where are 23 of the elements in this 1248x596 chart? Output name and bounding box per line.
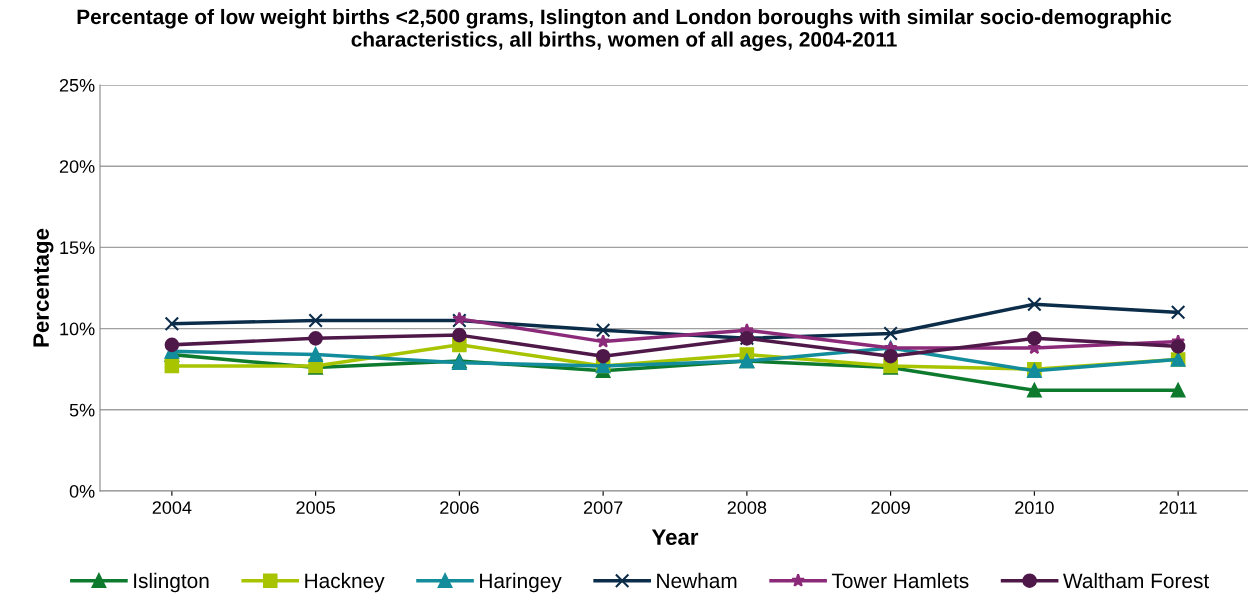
y-tick-label: 10% — [60, 322, 95, 336]
y-tick-label: 0% — [69, 484, 95, 498]
legend-label: Waltham Forest — [1063, 572, 1210, 589]
x-tick-label: 2009 — [871, 501, 910, 514]
x-tick-label: 2004 — [152, 501, 192, 514]
x-tick-label: 2008 — [727, 501, 767, 514]
y-tick-label: 20% — [59, 160, 95, 173]
legend-label: Tower Hamlets — [831, 572, 969, 589]
y-tick-label: 5% — [69, 403, 95, 417]
y-tick-label: 15% — [60, 241, 95, 255]
legend-label: Islington — [134, 572, 209, 593]
legend-label: Hackney — [305, 572, 385, 593]
chart-title: Percentage of low weight births <2,500 grams, Islington and London boroughs with similar socio-demographic characteristics, all births, women of all ages, 2004-2011 — [77, 8, 1172, 51]
x-tick-label: 2010 — [1015, 501, 1054, 514]
y-axis-title: Percentage — [33, 228, 54, 347]
legend-label: Newham — [657, 572, 737, 589]
x-tick-label: 2006 — [440, 501, 479, 514]
y-tick-label: 25% — [59, 78, 95, 92]
x-tick-label: 2007 — [583, 501, 623, 514]
legend-label: Haringey — [480, 572, 562, 593]
x-tick-label: 2005 — [296, 501, 335, 514]
x-tick-label: 2011 — [1159, 501, 1197, 514]
x-axis-title: Year — [651, 529, 699, 545]
